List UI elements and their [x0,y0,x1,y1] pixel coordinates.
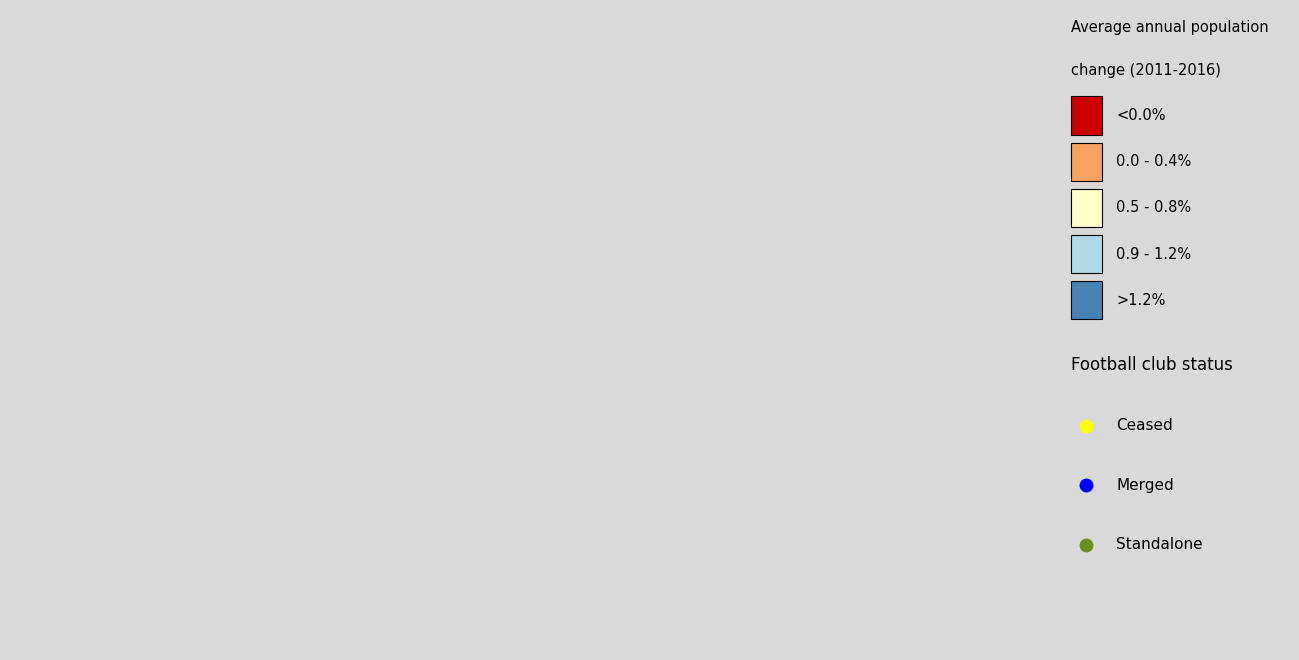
Bar [1070,143,1102,181]
Text: Merged: Merged [1116,478,1174,492]
Text: Football club status: Football club status [1070,356,1233,374]
Bar [1070,281,1102,319]
Bar [1070,235,1102,273]
Text: <0.0%: <0.0% [1116,108,1167,123]
Text: Average annual population: Average annual population [1070,20,1268,35]
Text: >1.2%: >1.2% [1116,293,1165,308]
Text: Standalone: Standalone [1116,537,1203,552]
Text: change (2011-2016): change (2011-2016) [1070,63,1221,78]
Text: Ceased: Ceased [1116,418,1173,433]
Text: 0.5 - 0.8%: 0.5 - 0.8% [1116,201,1191,215]
Text: 0.9 - 1.2%: 0.9 - 1.2% [1116,247,1191,261]
Bar [1070,96,1102,135]
Bar [1070,189,1102,227]
Text: 0.0 - 0.4%: 0.0 - 0.4% [1116,154,1191,169]
